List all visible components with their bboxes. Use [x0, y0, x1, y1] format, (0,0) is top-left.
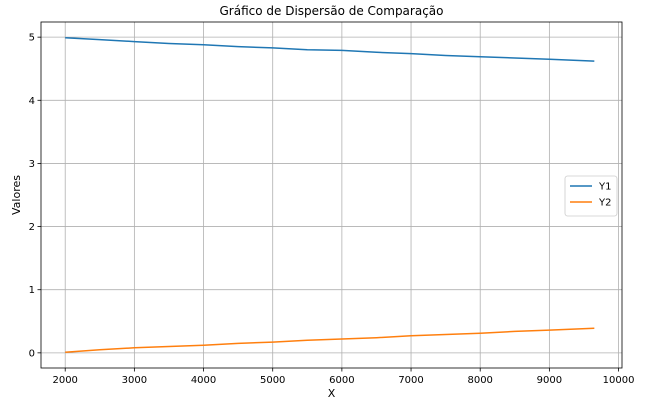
x-tick-label: 7000: [398, 375, 423, 386]
plot-frame: [40, 21, 623, 369]
x-tick-label: 9000: [537, 375, 562, 386]
x-tick-label: 8000: [467, 375, 492, 386]
grid: [41, 22, 622, 368]
legend-label-y1: Y1: [598, 182, 611, 193]
series-line-y2: [65, 327, 595, 353]
y-tick-label: 5: [29, 33, 35, 44]
legend-label-y2: Y2: [598, 198, 611, 209]
y-tick-label: 2: [29, 222, 35, 233]
x-tick-label: 3000: [122, 375, 147, 386]
y-axis: 0 1 2 3 4 5: [29, 33, 41, 359]
x-axis: 2000 3000 4000 5000 6000 7000 8000 9000 10000: [52, 368, 634, 386]
y-tick-label: 0: [29, 348, 35, 359]
x-axis-label: X: [328, 387, 336, 400]
chart-title: Gráfico de Dispersão de Comparação: [219, 4, 443, 18]
plot-background: [41, 22, 622, 368]
series-layer: [65, 37, 595, 353]
x-tick-label: 4000: [191, 375, 216, 386]
x-tick-label: 5000: [260, 375, 285, 386]
y-axis-label: Valores: [10, 175, 23, 215]
series-line-y1: [65, 37, 595, 62]
y-tick-label: 3: [29, 159, 35, 170]
x-tick-label: 10000: [603, 375, 635, 386]
x-tick-label: 2000: [52, 375, 77, 386]
x-tick-label: 6000: [329, 375, 354, 386]
y-tick-label: 4: [29, 96, 35, 107]
y-tick-label: 1: [29, 285, 35, 296]
